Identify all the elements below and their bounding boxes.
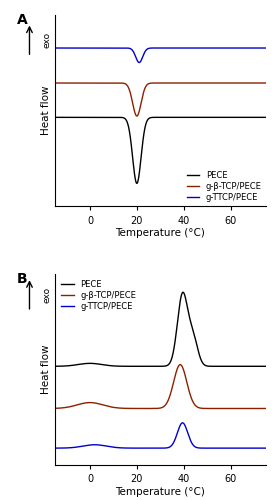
- g-TTCP/PECE: [143, 445, 147, 451]
- g-β-TCP/PECE: [260, 80, 263, 86]
- g-β-TCP/PECE: [53, 406, 56, 411]
- g-β-TCP/PECE: [53, 80, 56, 86]
- g-β-TCP/PECE: [264, 406, 267, 411]
- g-β-TCP/PECE: [143, 86, 147, 91]
- g-β-TCP/PECE: [134, 406, 137, 411]
- g-β-TCP/PECE: [135, 113, 138, 119]
- g-TTCP/PECE: [237, 45, 241, 51]
- PECE: [143, 125, 147, 131]
- Line: g-β-TCP/PECE: g-β-TCP/PECE: [55, 83, 266, 116]
- PECE: [53, 114, 56, 120]
- PECE: [237, 364, 241, 370]
- g-TTCP/PECE: [237, 445, 241, 451]
- Line: g-β-TCP/PECE: g-β-TCP/PECE: [55, 364, 266, 408]
- g-β-TCP/PECE: [90, 80, 93, 86]
- Text: B: B: [17, 272, 27, 285]
- PECE: [134, 364, 137, 370]
- Line: PECE: PECE: [55, 292, 266, 366]
- g-TTCP/PECE: [134, 445, 137, 451]
- g-β-TCP/PECE: [143, 406, 147, 411]
- PECE: [237, 114, 241, 120]
- Legend: PECE, g-β-TCP/PECE, g-TTCP/PECE: PECE, g-β-TCP/PECE, g-TTCP/PECE: [61, 280, 136, 311]
- g-β-TCP/PECE: [264, 80, 267, 86]
- X-axis label: Temperature (°C): Temperature (°C): [115, 228, 205, 238]
- g-TTCP/PECE: [143, 49, 147, 55]
- Text: exo: exo: [42, 286, 51, 302]
- PECE: [53, 364, 56, 370]
- g-TTCP/PECE: [90, 442, 93, 448]
- Line: g-TTCP/PECE: g-TTCP/PECE: [55, 423, 266, 448]
- Y-axis label: Heat flow: Heat flow: [41, 86, 51, 136]
- g-TTCP/PECE: [134, 54, 137, 60]
- Line: g-TTCP/PECE: g-TTCP/PECE: [55, 48, 266, 62]
- g-β-TCP/PECE: [237, 406, 241, 411]
- g-β-TCP/PECE: [77, 402, 81, 407]
- g-β-TCP/PECE: [134, 112, 137, 118]
- g-TTCP/PECE: [77, 444, 81, 450]
- Legend: PECE, g-β-TCP/PECE, g-TTCP/PECE: PECE, g-β-TCP/PECE, g-TTCP/PECE: [187, 171, 262, 202]
- g-β-TCP/PECE: [260, 406, 263, 411]
- g-TTCP/PECE: [181, 420, 184, 426]
- PECE: [260, 114, 263, 120]
- Text: A: A: [17, 13, 28, 27]
- g-TTCP/PECE: [138, 60, 141, 66]
- PECE: [232, 364, 235, 370]
- g-TTCP/PECE: [77, 45, 81, 51]
- PECE: [264, 114, 267, 120]
- g-β-TCP/PECE: [237, 80, 241, 86]
- PECE: [264, 364, 267, 370]
- Line: PECE: PECE: [55, 118, 266, 184]
- g-β-TCP/PECE: [179, 362, 182, 368]
- X-axis label: Temperature (°C): Temperature (°C): [115, 487, 205, 497]
- g-TTCP/PECE: [260, 45, 263, 51]
- PECE: [90, 360, 93, 366]
- g-TTCP/PECE: [260, 445, 263, 451]
- g-TTCP/PECE: [53, 445, 56, 451]
- PECE: [77, 362, 81, 368]
- Text: exo: exo: [42, 32, 51, 48]
- g-TTCP/PECE: [264, 45, 267, 51]
- PECE: [134, 178, 137, 184]
- PECE: [181, 289, 185, 295]
- PECE: [143, 364, 147, 370]
- g-TTCP/PECE: [225, 445, 228, 451]
- g-TTCP/PECE: [53, 45, 56, 51]
- PECE: [135, 180, 138, 186]
- PECE: [260, 364, 263, 370]
- Y-axis label: Heat flow: Heat flow: [41, 344, 51, 394]
- g-β-TCP/PECE: [77, 80, 81, 86]
- PECE: [77, 114, 81, 120]
- g-β-TCP/PECE: [90, 400, 93, 406]
- g-TTCP/PECE: [90, 45, 93, 51]
- g-TTCP/PECE: [264, 445, 267, 451]
- PECE: [90, 114, 93, 120]
- g-β-TCP/PECE: [237, 406, 240, 411]
